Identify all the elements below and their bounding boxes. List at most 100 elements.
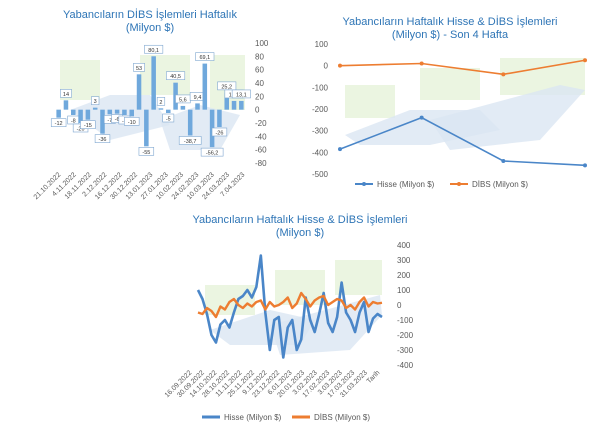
y-tick-label: -400: [312, 148, 329, 157]
y-tick-label: 40: [255, 79, 264, 88]
data-label-box: [195, 52, 215, 61]
data-label-box: [144, 44, 164, 54]
series-line-hisse: [339, 116, 586, 167]
series-line-dibs: [339, 59, 586, 76]
bar: [151, 56, 156, 110]
bar: [239, 100, 244, 110]
bar: [224, 92, 229, 110]
y-tick-label: -200: [397, 331, 414, 340]
bar: [122, 109, 127, 115]
bar: [180, 105, 186, 110]
data-label-box: [80, 120, 96, 129]
watermark-shape: [275, 270, 325, 305]
data-label-box: [178, 136, 202, 145]
x-tick-label: Tarih: [366, 369, 382, 385]
data-label-box: [124, 117, 140, 126]
data-label: 2: [159, 100, 162, 106]
watermark-shape: [430, 85, 585, 150]
data-label-box: [231, 89, 251, 99]
series-line-dibs: [197, 291, 383, 319]
last4-chart-title: Yabancıların Haftalık Hisse & DİBS İşlem…: [342, 16, 558, 41]
y-tick-label: 80: [255, 52, 264, 61]
data-label: -26: [215, 131, 223, 137]
y-tick-label: -500: [312, 170, 329, 179]
bar-chart-title: Yabancıların DİBS İşlemleri Haftalık (Mi…: [62, 9, 238, 34]
bar: [136, 74, 142, 110]
data-label: -55: [142, 150, 150, 156]
bar: [231, 100, 237, 110]
bar: [195, 103, 200, 110]
data-label: 13,1: [236, 92, 247, 98]
y-tick-label: -400: [397, 361, 414, 370]
legend-label: Hisse (Milyon $): [224, 413, 282, 422]
y-tick-label: 200: [397, 271, 411, 280]
bar: [85, 109, 91, 120]
data-point: [419, 115, 424, 120]
y-tick-label: -60: [255, 146, 267, 155]
data-label: 40,5: [170, 74, 181, 80]
data-label: 80,1: [148, 48, 159, 54]
last4-weeks-line-chart: 100 0 -100 -200 -300 -400 -500 Hisse (Milyon $)…: [312, 40, 587, 189]
data-point: [583, 163, 587, 168]
watermark-shape: [335, 260, 382, 295]
bar: [114, 109, 120, 114]
data-label-box: [166, 71, 186, 80]
data-point: [338, 147, 342, 152]
legend-label: Hisse (Milyon $): [377, 180, 435, 189]
data-label: -15: [84, 123, 92, 129]
data-label: 3: [94, 99, 97, 105]
data-label: -10: [128, 120, 136, 126]
data-point: [338, 63, 342, 68]
data-label: 14: [63, 92, 69, 98]
y-tick-label: -100: [312, 83, 329, 92]
data-label: -7: [107, 118, 112, 124]
dibs-weekly-bar-chart: -80-60-40-20020406080100-1214-8-20-153-3…: [33, 39, 269, 200]
data-label: -56,2: [206, 151, 219, 157]
bar: [158, 108, 164, 110]
bar: [107, 109, 113, 115]
data-label: -36: [99, 137, 107, 143]
bar: [166, 109, 171, 113]
y-tick-label: 0: [255, 106, 260, 115]
y-tick-label: -20: [255, 119, 267, 128]
data-label-box: [50, 118, 67, 127]
data-label-box: [200, 147, 224, 157]
bar: [187, 109, 193, 136]
y-tick-label: 400: [397, 241, 411, 250]
data-label-box: [91, 96, 100, 105]
data-label: -8: [71, 119, 76, 125]
y-tick-label: -300: [397, 346, 414, 355]
y-tick-label: 300: [397, 256, 411, 265]
data-label-box: [162, 113, 175, 123]
bar: [78, 109, 83, 123]
bar: [56, 109, 61, 118]
bar: [71, 109, 76, 115]
bar: [129, 109, 134, 117]
series-line-hisse: [196, 254, 383, 359]
data-point: [501, 72, 506, 77]
y-tick-label: -80: [255, 159, 267, 168]
legend-marker: [457, 182, 461, 186]
bar: [202, 63, 208, 110]
data-label: -5: [166, 117, 171, 123]
y-tick-label: -40: [255, 132, 267, 141]
y-tick-label: -300: [312, 127, 329, 136]
data-label-box: [211, 127, 228, 137]
data-label-box: [94, 134, 111, 143]
legend-marker: [362, 182, 366, 186]
data-label: -38,7: [184, 139, 197, 145]
dibs-weekly-bar-panel: Yabancıların DİBS İşlemleri Haftalık (Mi…: [0, 0, 300, 200]
y-tick-label: 20: [255, 92, 264, 101]
watermark-shape: [345, 85, 395, 118]
data-label-box: [133, 63, 145, 72]
data-label: 5,6: [179, 97, 187, 103]
bar: [217, 109, 222, 127]
data-label-box: [156, 97, 166, 106]
y-tick-label: 0: [324, 62, 329, 71]
legend-label: DİBS (Milyon $): [472, 180, 528, 189]
data-point: [501, 159, 506, 163]
y-tick-label: -200: [312, 105, 329, 114]
y-tick-label: -100: [397, 316, 414, 325]
y-tick-label: 100: [397, 286, 411, 295]
bar: [100, 109, 105, 134]
